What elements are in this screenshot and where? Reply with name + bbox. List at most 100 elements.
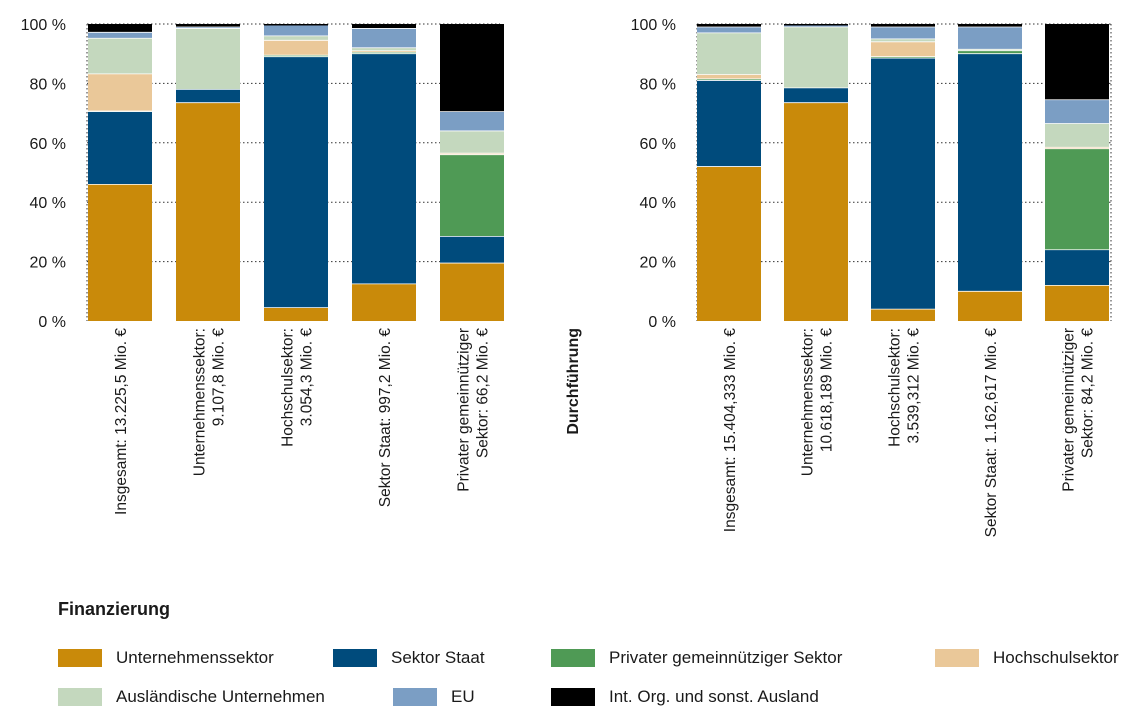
y-tick-label: 0 %	[38, 314, 66, 331]
category-label: Sektor: 66,2 Mio. €	[475, 328, 492, 458]
y-tick-label: 40 %	[30, 195, 66, 212]
legend-label: EU	[451, 687, 475, 706]
bar-segment	[88, 111, 152, 185]
bar-segment	[958, 53, 1022, 292]
bar-segment	[784, 26, 848, 88]
bar-segment	[784, 102, 848, 321]
category-label: Unternehmenssektor:	[192, 328, 209, 476]
bar-segment	[1045, 148, 1109, 250]
bar-segment	[440, 111, 504, 131]
y-tick-label: 80 %	[640, 76, 676, 93]
bar-segment	[88, 73, 152, 112]
legend-swatch	[58, 649, 102, 667]
bar-segment	[697, 74, 761, 79]
bar-segment	[697, 32, 761, 75]
legend-item-sektor-staat: Sektor Staat	[333, 648, 485, 668]
bar-segment	[88, 38, 152, 74]
category-label: 3.054,3 Mio. €	[299, 328, 316, 427]
bar-segment	[264, 24, 328, 26]
bar-segment	[871, 38, 935, 42]
legend-label: Ausländische Unternehmen	[116, 687, 325, 706]
y-tick-label: 40 %	[640, 195, 676, 212]
bar-segment	[264, 307, 328, 321]
bar-segment	[871, 24, 935, 27]
category-label: Insgesamt: 15.404,333 Mio. €	[722, 328, 739, 533]
bar-segment	[352, 28, 416, 48]
legend-item-eu: EU	[393, 687, 475, 707]
bar-segment	[1045, 99, 1109, 124]
bar-segment	[352, 24, 416, 29]
bar-segment	[697, 24, 761, 27]
legend-label: Sektor Staat	[391, 648, 485, 667]
bar-segment	[264, 56, 328, 308]
bar-segment	[871, 41, 935, 57]
legend-item-int-org-und-sonst-ausland: Int. Org. und sonst. Ausland	[551, 687, 819, 707]
bar-segment	[958, 50, 1022, 54]
category-label: Sektor Staat: 1.162,617 Mio. €	[983, 328, 1000, 538]
category-label: Sektor: 84,2 Mio. €	[1080, 328, 1097, 458]
bar-segment	[88, 184, 152, 321]
bar-segment	[784, 24, 848, 26]
bar-segment	[440, 130, 504, 154]
bar-segment	[1045, 147, 1109, 149]
bar-segment	[784, 25, 848, 27]
bar-segment	[176, 26, 240, 29]
legend-swatch	[393, 688, 437, 706]
bar-segment	[88, 32, 152, 39]
bar-segment	[1045, 24, 1109, 100]
bar-segment	[871, 56, 935, 59]
y-tick-label: 100 %	[631, 17, 676, 34]
category-label: 9.107,8 Mio. €	[211, 328, 228, 427]
legend-title: Finanzierung	[58, 599, 170, 619]
bar-segment	[352, 52, 416, 54]
category-label: Privater gemeinnütziger	[456, 328, 473, 492]
legend-swatch	[58, 688, 102, 706]
bar-segment	[697, 166, 761, 321]
legend-swatch	[935, 649, 979, 667]
bar-segment	[871, 309, 935, 321]
y-tick-label: 100 %	[21, 17, 66, 34]
legend-swatch	[333, 649, 377, 667]
y-tick-label: 0 %	[648, 314, 676, 331]
bar-segment	[440, 263, 504, 321]
category-label: Hochschulsektor:	[887, 328, 904, 447]
y-tick-label: 80 %	[30, 76, 66, 93]
bar-segment	[176, 102, 240, 321]
bar-segment	[697, 26, 761, 33]
bar-segment	[440, 153, 504, 155]
bar-segment	[264, 55, 328, 57]
category-label: Insgesamt: 13.225,5 Mio. €	[113, 328, 130, 515]
legend-item-auslaendische-unternehmen: Ausländische Unternehmen	[58, 687, 325, 707]
category-label: Hochschulsektor:	[280, 328, 297, 447]
bar-segment	[176, 28, 240, 90]
y-tick-label: 20 %	[640, 255, 676, 272]
legend-item-unternehmenssektor: Unternehmenssektor	[58, 648, 274, 668]
bar-segment	[697, 80, 761, 167]
category-label: Sektor Staat: 997,2 Mio. €	[377, 328, 394, 508]
category-label: Unternehmenssektor:	[800, 328, 817, 476]
category-label: 10.618,189 Mio. €	[819, 328, 836, 452]
bar-segment	[352, 47, 416, 51]
legend-swatch	[551, 688, 595, 706]
legend-item-privater-gemeinnuetziger-sektor: Privater gemeinnütziger Sektor	[551, 648, 842, 668]
bar-segment	[1045, 285, 1109, 321]
stacked-bar-charts: 0 % 20 % 40 % 60 % 80 % 100 % Insgesamt: 13.22…	[21, 17, 1112, 538]
bar-segment	[176, 24, 240, 27]
bar-segment	[440, 24, 504, 112]
bar-segment	[264, 25, 328, 36]
bar-segment	[176, 89, 240, 103]
bar-segment	[1045, 249, 1109, 286]
y-tick-label: 20 %	[30, 255, 66, 272]
bar-segment	[352, 50, 416, 53]
side-label-durchfuehrung: Durchführung	[565, 328, 582, 435]
legend-item-hochschulsektor: Hochschulsektor	[935, 648, 1119, 668]
bar-segment	[697, 78, 761, 81]
bar-segment	[958, 49, 1022, 51]
bar-segment	[264, 40, 328, 56]
bar-segment	[352, 283, 416, 321]
category-label: Privater gemeinnütziger	[1061, 328, 1078, 492]
legend-label: Hochschulsektor	[993, 648, 1119, 667]
bar-segment	[958, 26, 1022, 50]
legend-label: Unternehmenssektor	[116, 648, 274, 667]
legend-label: Privater gemeinnütziger Sektor	[609, 648, 843, 667]
